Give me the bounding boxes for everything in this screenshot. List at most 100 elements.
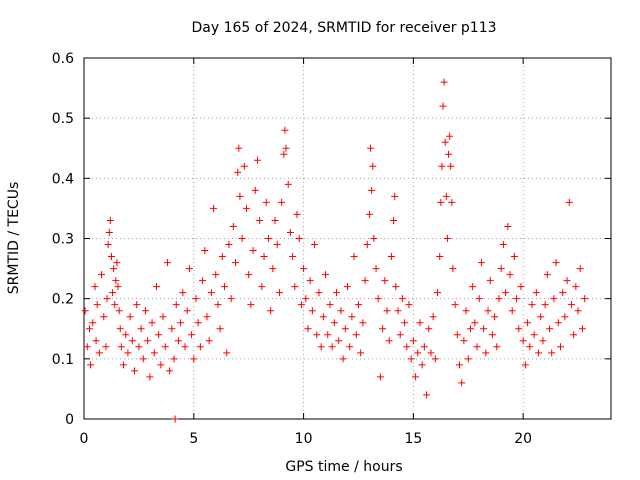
data-point — [390, 216, 398, 224]
data-point — [548, 349, 556, 357]
data-point — [398, 295, 406, 303]
data-point — [102, 343, 110, 351]
data-point — [425, 325, 433, 333]
data-point — [515, 325, 523, 333]
data-point — [439, 102, 447, 110]
data-point — [462, 307, 470, 315]
data-point — [144, 337, 152, 345]
data-point — [155, 331, 163, 339]
data-point — [337, 307, 345, 315]
data-point — [113, 259, 121, 267]
data-point — [486, 277, 494, 285]
data-point — [203, 313, 211, 321]
data-point — [131, 367, 139, 375]
data-point — [83, 343, 91, 351]
data-point — [223, 349, 231, 357]
data-point — [240, 162, 248, 170]
data-point — [297, 301, 305, 309]
data-point — [387, 253, 395, 261]
data-point — [81, 307, 89, 315]
data-point — [271, 216, 279, 224]
data-point — [100, 313, 108, 321]
data-point — [466, 325, 474, 333]
data-point — [437, 198, 445, 206]
x-axis-label: GPS time / hours — [285, 459, 402, 475]
data-point — [423, 391, 431, 399]
data-point — [229, 222, 237, 230]
data-point — [449, 265, 457, 273]
data-point — [431, 355, 439, 363]
data-point — [510, 253, 518, 261]
data-point — [521, 361, 529, 369]
data-point — [210, 204, 218, 212]
data-point — [103, 295, 111, 303]
data-point — [572, 283, 580, 291]
data-point — [133, 301, 141, 309]
data-point — [416, 319, 424, 327]
data-point — [546, 325, 554, 333]
data-point — [115, 307, 123, 315]
data-point — [383, 307, 391, 315]
data-point — [295, 235, 303, 242]
data-point — [407, 355, 415, 363]
x-tick-label: 0 — [80, 431, 89, 447]
data-point — [369, 162, 377, 170]
data-point — [161, 343, 169, 351]
data-point — [264, 235, 272, 242]
data-point — [357, 349, 365, 357]
data-point — [106, 216, 114, 224]
data-point — [281, 126, 289, 134]
data-point — [391, 192, 399, 200]
data-point — [455, 361, 463, 369]
data-point — [532, 289, 540, 297]
data-point — [565, 198, 573, 206]
data-point — [256, 216, 264, 224]
data-point — [95, 349, 103, 357]
data-point — [232, 259, 240, 267]
data-point — [440, 78, 448, 86]
data-point — [194, 319, 202, 327]
data-point — [168, 325, 176, 333]
data-point — [368, 186, 376, 194]
data-point — [469, 283, 477, 291]
data-point — [350, 253, 358, 261]
data-point — [333, 289, 341, 297]
data-point — [302, 295, 310, 303]
data-point — [98, 271, 106, 279]
data-point — [552, 259, 560, 267]
data-point — [212, 271, 220, 279]
data-point — [409, 337, 417, 345]
data-point — [475, 295, 483, 303]
data-point — [376, 373, 384, 381]
x-tick-label: 20 — [514, 431, 532, 447]
data-point — [137, 325, 145, 333]
data-point — [311, 241, 319, 249]
data-point — [401, 319, 409, 327]
data-point — [414, 349, 422, 357]
data-point — [554, 319, 562, 327]
data-point — [443, 235, 451, 242]
data-point — [286, 228, 294, 236]
data-point — [495, 295, 503, 303]
data-point — [245, 271, 253, 279]
data-point — [396, 331, 404, 339]
data-point — [293, 210, 301, 218]
data-point — [188, 331, 196, 339]
data-point — [315, 289, 323, 297]
data-point — [150, 349, 158, 357]
data-point — [278, 198, 286, 206]
data-point — [317, 343, 325, 351]
data-point — [354, 301, 362, 309]
data-point — [139, 355, 147, 363]
data-point — [326, 301, 334, 309]
data-point — [91, 283, 99, 291]
data-point — [370, 235, 378, 242]
data-point — [284, 180, 292, 188]
data-point — [359, 319, 367, 327]
data-point — [535, 349, 543, 357]
data-point — [513, 295, 521, 303]
x-tick-label: 5 — [189, 431, 198, 447]
data-point — [473, 343, 481, 351]
data-point — [172, 301, 180, 309]
data-point — [438, 162, 446, 170]
